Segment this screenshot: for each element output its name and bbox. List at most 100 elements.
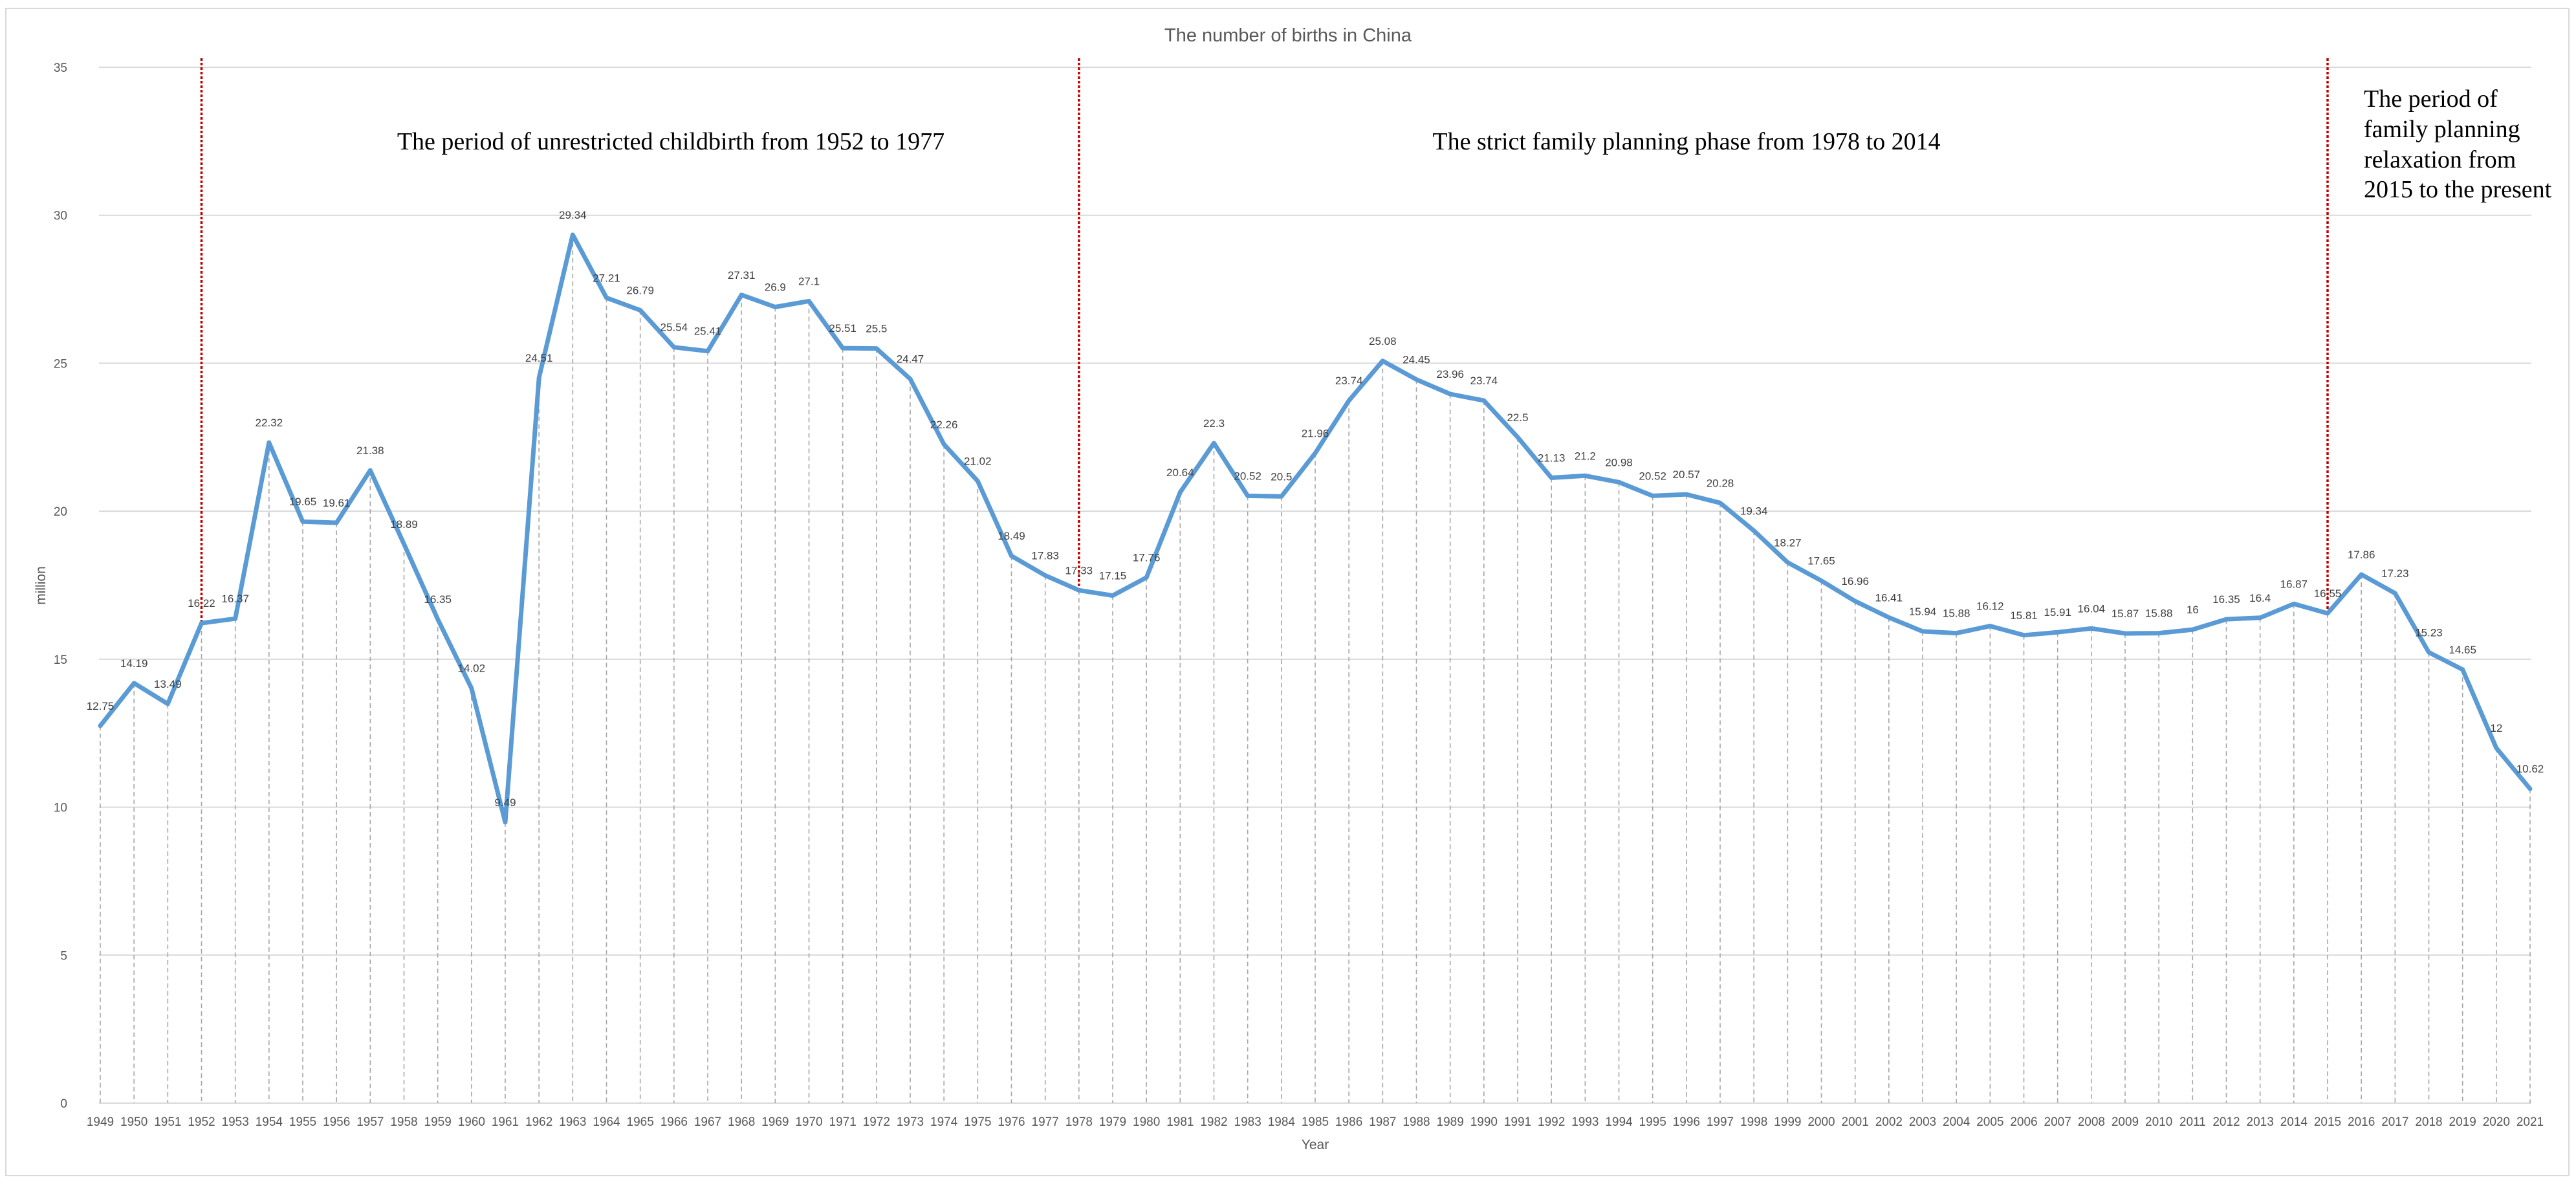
x-tick-label: 2013 <box>2247 1115 2274 1129</box>
data-label: 14.02 <box>458 663 486 675</box>
data-label: 25.5 <box>866 323 887 335</box>
x-tick-label: 1954 <box>256 1115 283 1129</box>
x-tick-label: 1955 <box>289 1115 316 1129</box>
x-tick-label: 1982 <box>1200 1115 1227 1129</box>
data-label: 19.34 <box>1740 505 1768 517</box>
data-label: 26.79 <box>626 285 654 297</box>
data-labels: 12.75 14.19 13.49 16.22 16.37 22.32 19.65 19.61… <box>87 209 2544 809</box>
x-tick-label: 1957 <box>356 1115 384 1129</box>
births-series-line-group <box>98 232 2533 825</box>
data-label: 16 <box>2187 604 2199 616</box>
y-tick-label: 10 <box>54 802 67 815</box>
x-tick-label: 1962 <box>525 1115 552 1129</box>
data-label: 15.81 <box>2010 609 2038 622</box>
x-axis-title: Year <box>1302 1137 1329 1152</box>
x-tick-label: 1989 <box>1437 1115 1464 1129</box>
data-label: 23.96 <box>1436 368 1464 380</box>
x-tick-label: 1956 <box>323 1115 350 1129</box>
x-tick-label: 2012 <box>2212 1115 2240 1129</box>
x-tick-label: 1980 <box>1133 1115 1160 1129</box>
data-label: 22.5 <box>1507 411 1528 424</box>
data-label: 17.76 <box>1133 552 1161 564</box>
data-label: 16.41 <box>1875 591 1903 604</box>
x-tick-label: 1968 <box>728 1115 755 1129</box>
x-tick-label: 1959 <box>424 1115 452 1129</box>
births-series-line <box>98 232 2533 825</box>
x-tick-label: 1964 <box>593 1115 620 1129</box>
data-label: 25.51 <box>829 322 857 334</box>
data-label: 20.57 <box>1673 468 1701 481</box>
data-label: 21.38 <box>356 444 384 457</box>
data-label: 16.37 <box>221 593 249 605</box>
data-label: 24.51 <box>525 352 553 364</box>
period-marker-lines <box>200 58 2329 624</box>
data-label: 20.5 <box>1271 470 1292 483</box>
x-tick-label: 1950 <box>120 1115 147 1129</box>
data-label: 21.2 <box>1575 450 1596 462</box>
y-tick-label: 30 <box>54 210 67 223</box>
x-tick-label: 2008 <box>2078 1115 2105 1129</box>
x-tick-label: 2005 <box>1976 1115 2003 1129</box>
data-label: 15.88 <box>2145 608 2173 620</box>
x-tick-label: 1972 <box>863 1115 890 1129</box>
data-label: 16.22 <box>188 597 215 609</box>
x-tick-label: 2003 <box>1909 1115 1936 1129</box>
x-tick-label: 2019 <box>2449 1115 2476 1129</box>
data-label: 15.94 <box>1909 606 1937 618</box>
data-label: 15.23 <box>2415 626 2443 639</box>
data-label: 15.91 <box>2044 606 2071 619</box>
x-tick-label: 1951 <box>154 1115 181 1129</box>
data-label: 16.55 <box>2314 587 2342 600</box>
x-tick-label: 1960 <box>458 1115 485 1129</box>
x-tick-label: 1970 <box>795 1115 822 1129</box>
data-label: 14.19 <box>120 657 148 670</box>
y-tick-label: 0 <box>60 1097 67 1111</box>
drop-lines <box>100 234 2531 1103</box>
data-label: 17.23 <box>2381 567 2409 580</box>
x-tick-label: 1987 <box>1369 1115 1396 1129</box>
x-tick-label: 1998 <box>1740 1115 1767 1129</box>
y-tick-label: 25 <box>54 357 67 371</box>
x-tick-label: 2007 <box>2044 1115 2071 1129</box>
x-tick-label: 1985 <box>1302 1115 1329 1129</box>
x-tick-label: 1967 <box>694 1115 721 1129</box>
x-tick-label: 1988 <box>1403 1115 1430 1129</box>
x-tick-label: 1999 <box>1774 1115 1801 1129</box>
data-label: 26.9 <box>765 281 786 294</box>
x-tick-label: 1984 <box>1268 1115 1296 1129</box>
annotation-relaxation-line-1: The period of <box>2364 85 2498 113</box>
x-tick-label: 1996 <box>1673 1115 1700 1129</box>
data-label: 17.33 <box>1065 564 1093 576</box>
y-tick-label: 35 <box>54 61 67 75</box>
x-tick-label: 2006 <box>2010 1115 2037 1129</box>
x-tick-label: 2011 <box>2179 1115 2206 1129</box>
data-label: 16.4 <box>2249 592 2271 604</box>
y-tick-label: 5 <box>60 949 67 963</box>
x-tick-label: 2015 <box>2314 1115 2341 1129</box>
data-label: 25.54 <box>660 322 688 334</box>
x-tick-label: 2018 <box>2415 1115 2442 1129</box>
data-label: 16.87 <box>2280 578 2308 590</box>
x-tick-label: 1969 <box>761 1115 789 1129</box>
x-tick-label: 1958 <box>390 1115 417 1129</box>
y-tick-label: 15 <box>54 653 67 667</box>
data-label: 27.1 <box>798 275 820 287</box>
x-tick-label: 1994 <box>1605 1115 1633 1129</box>
y-axis-ticks: 0 5 10 15 20 25 30 35 <box>54 61 67 1111</box>
x-tick-label: 1990 <box>1470 1115 1498 1129</box>
x-axis-ticks: 1949 1950 1951 1952 1953 1954 1955 1956 1957 1958… <box>87 1115 2544 1129</box>
x-tick-label: 1975 <box>964 1115 991 1129</box>
data-label: 20.52 <box>1639 470 1666 482</box>
annotation-relaxation-line-2: family planning <box>2364 116 2520 143</box>
x-tick-label: 2014 <box>2280 1115 2308 1129</box>
annotation-unrestricted-period: The period of unrestricted childbirth fr… <box>397 128 944 155</box>
data-label: 22.32 <box>256 417 283 429</box>
x-tick-label: 1953 <box>222 1115 249 1129</box>
data-label: 25.08 <box>1369 335 1397 347</box>
data-label: 19.61 <box>323 497 351 509</box>
data-label: 20.98 <box>1605 456 1633 468</box>
x-tick-label: 1981 <box>1166 1115 1194 1129</box>
chart-title: The number of births in China <box>1164 25 1412 46</box>
x-tick-label: 2010 <box>2145 1115 2172 1129</box>
